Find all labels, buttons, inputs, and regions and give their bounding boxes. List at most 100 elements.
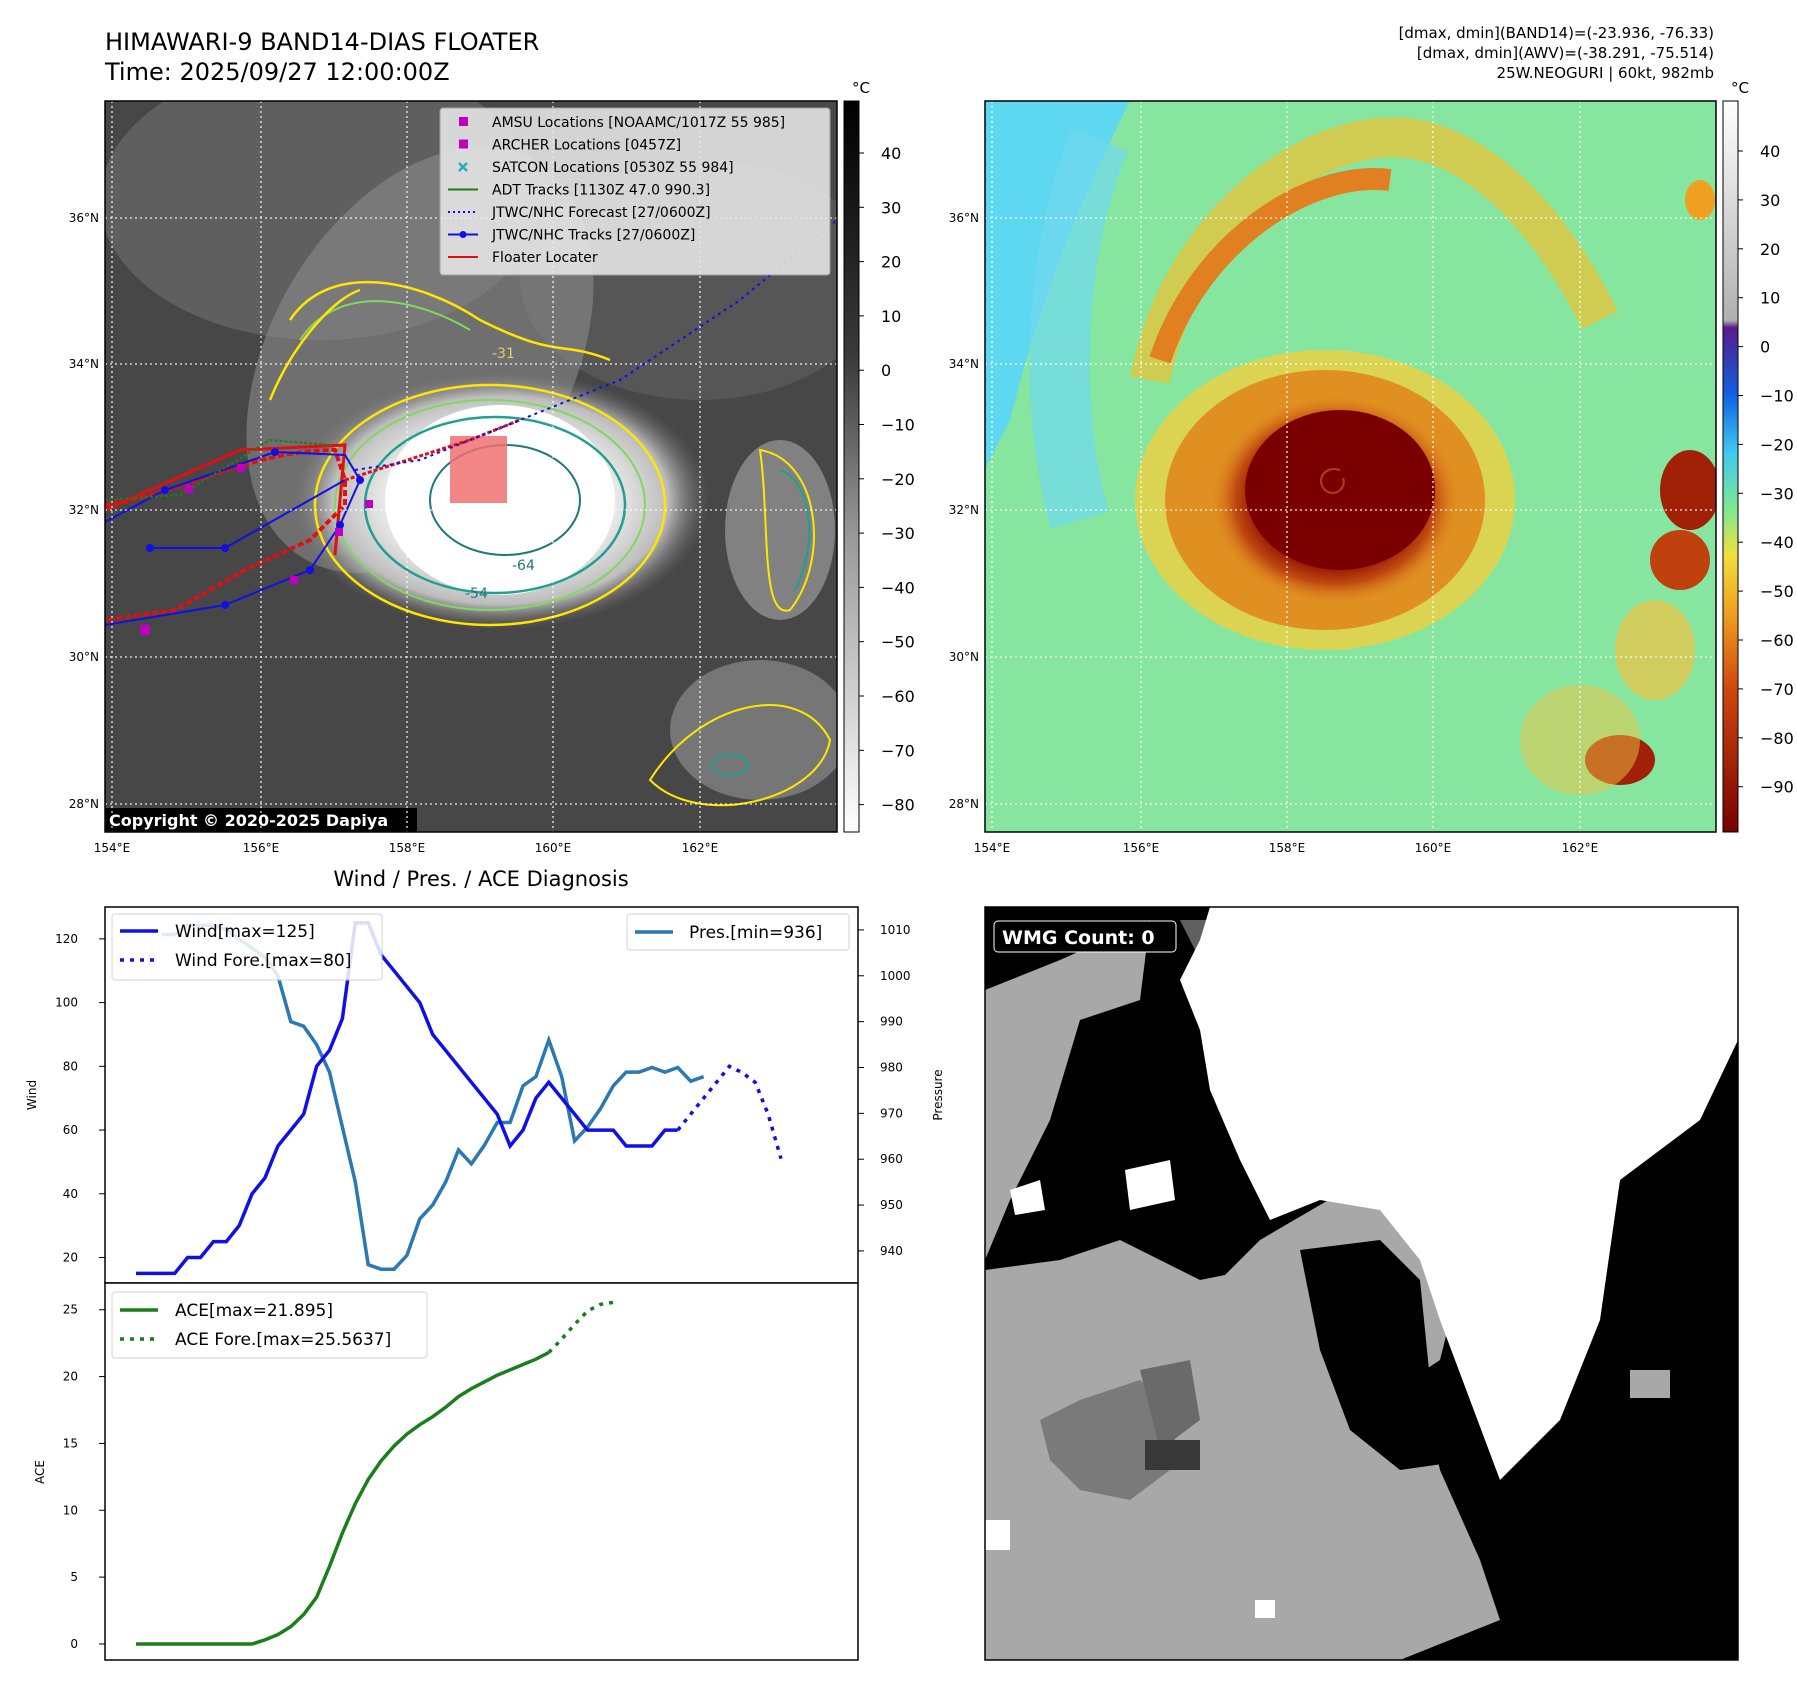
colorbar-tick-label: 10: [1760, 289, 1780, 308]
lat-tick-label: 30°N: [69, 650, 99, 664]
lon-tick-label: 158°E: [1269, 841, 1306, 855]
colorbar-tick-label: −20: [1760, 435, 1794, 454]
lon-tick-label: 162°E: [682, 841, 719, 855]
colorbar-tick-label: −50: [1760, 582, 1794, 601]
legend-marker: [458, 162, 468, 172]
legend-label: ACE Fore.[max=25.5637]: [175, 1330, 391, 1350]
colorbar-tick-label: −40: [1760, 533, 1794, 552]
wind-tick-label: 80: [63, 1059, 78, 1073]
colorbar-tick-label: 0: [1760, 338, 1770, 357]
colorbar-tick-label: −50: [881, 633, 915, 652]
wind-pressure-chart: 20 40 60 80 100 120 940 950 960 970 980 990 1000 1010…: [25, 906, 945, 1284]
color-ir-colorbar: °C 40 30 20 10 0 −10 −20 −30 −40 −50 −60 −70 −80 −90: [1722, 79, 1794, 833]
lon-tick-label: 160°E: [1415, 841, 1452, 855]
colorbar-tick-label: −30: [1760, 484, 1794, 503]
colorbar-tick-label: 30: [1760, 191, 1780, 210]
colorbar-unit: °C: [852, 79, 870, 97]
wind-axis-label: Wind: [25, 1080, 39, 1110]
pressure-axis-label: Pressure: [931, 1069, 945, 1120]
legend-marker: [459, 139, 468, 149]
legend-label: Pres.[min=936]: [689, 923, 822, 943]
legend-item: Floater Locater: [448, 250, 598, 266]
colorbar-tick-label: 40: [1760, 142, 1780, 161]
floater-track: [344, 418, 521, 482]
ace-line: [136, 1350, 550, 1646]
figure-title: HIMAWARI-9 BAND14-DIAS FLOATER: [105, 28, 539, 56]
map-legend: AMSU Locations [NOAAMC/1017Z 55 985] ARCH…: [439, 107, 831, 276]
lon-tick-label: 154°E: [974, 841, 1011, 855]
ace-tick-label: 0: [70, 1637, 78, 1651]
color-ir-map: 154°E 156°E 158°E 160°E 162°E 28°N 30°N 32°N 34°…: [949, 100, 1717, 855]
colorbar-tick-label: −80: [1760, 729, 1794, 748]
legend-label: ARCHER Locations [0457Z]: [492, 138, 681, 154]
copyright-text: Copyright © 2020-2025 Dapiya: [109, 811, 388, 830]
ace-tick-label: 20: [63, 1370, 78, 1384]
wind-legend: Wind[max=125] Wind Fore.[max=80]: [111, 913, 383, 981]
legend-marker: [459, 231, 467, 238]
legend-label: ADT Tracks [1130Z 47.0 990.3]: [492, 183, 710, 199]
legend-item: AMSU Locations [NOAAMC/1017Z 55 985]: [459, 115, 785, 131]
ace-forecast-line: [547, 1300, 614, 1354]
pressure-legend: Pres.[min=936]: [626, 913, 850, 951]
legend-label: Floater Locater: [492, 250, 598, 266]
wmg-count: WMG Count: 0: [1002, 927, 1155, 949]
colorbar-tick-label: 20: [1760, 240, 1780, 259]
lat-tick-label: 36°N: [949, 211, 979, 225]
pressure-tick-label: 980: [880, 1060, 903, 1074]
lat-tick-label: 30°N: [949, 650, 979, 664]
legend-item: ADT Tracks [1130Z 47.0 990.3]: [448, 183, 710, 199]
contour-label: -31: [492, 346, 515, 362]
wind-line: [136, 921, 678, 1276]
legend-label: JTWC/NHC Forecast [27/0600Z]: [491, 205, 711, 221]
colorbar-tick-label: −70: [881, 741, 915, 760]
colorbar-tick-label: −40: [881, 578, 915, 597]
legend-label: Wind Fore.[max=80]: [175, 951, 351, 971]
ace-tick-label: 10: [63, 1503, 78, 1517]
wmg-count-box: [993, 920, 1177, 953]
lat-tick-label: 32°N: [69, 503, 99, 517]
wind-tick-label: 120: [55, 932, 78, 946]
wind-tick-label: 100: [55, 996, 78, 1010]
colorbar-tick-label: −10: [881, 416, 915, 435]
ir-map: -31 -54 -64 Copyright © 2020-2025 Dapiya: [69, 100, 838, 855]
ace-chart: 0 5 10 15 20 25 ACE[max=21.895] ACE Fore.[max=2…: [33, 1282, 859, 1661]
colorbar-tick-label: 20: [881, 253, 901, 272]
ace-axis-label: ACE: [33, 1460, 47, 1484]
legend-marker: [459, 117, 468, 126]
legend-item: ARCHER Locations [0457Z]: [459, 138, 681, 154]
lat-tick-label: 34°N: [949, 357, 979, 371]
figure-time: Time: 2025/09/27 12:00:00Z: [104, 58, 450, 86]
pressure-tick-label: 970: [880, 1106, 903, 1120]
colorbar-tick-label: −80: [881, 796, 915, 815]
colorbar-tick-label: −60: [1760, 631, 1794, 650]
colorbar-tick-label: 10: [881, 307, 901, 326]
contour-label: -54: [465, 586, 488, 602]
colorbar-tick-label: −60: [881, 687, 915, 706]
pressure-tick-label: 960: [880, 1152, 903, 1166]
wmg-panel: WMG Count: 0: [984, 906, 1739, 1661]
legend-item: JTWC/NHC Forecast [27/0600Z]: [448, 205, 711, 221]
lon-tick-label: 162°E: [1562, 841, 1599, 855]
lon-tick-label: 158°E: [389, 841, 426, 855]
contour-label: -64: [512, 558, 535, 574]
legend-label: ACE[max=21.895]: [175, 1301, 333, 1321]
adt-track: [105, 438, 331, 501]
pressure-tick-label: 950: [880, 1198, 903, 1212]
lat-tick-label: 28°N: [949, 797, 979, 811]
colorbar-unit: °C: [1731, 79, 1749, 97]
lon-tick-label: 156°E: [243, 841, 280, 855]
lat-tick-label: 34°N: [69, 357, 99, 371]
lat-tick-label: 36°N: [69, 211, 99, 225]
lon-tick-label: 156°E: [1123, 841, 1160, 855]
floater-track: [105, 443, 347, 556]
lon-tick-label: 154°E: [94, 841, 131, 855]
colorbar-tick-label: −70: [1760, 680, 1794, 699]
wind-tick-label: 40: [63, 1187, 78, 1201]
pressure-tick-label: 990: [880, 1015, 903, 1029]
pressure-tick-label: 1000: [880, 969, 911, 983]
storm-info: 25W.NEOGURI | 60kt, 982mb: [1497, 64, 1714, 82]
wind-tick-label: 20: [63, 1251, 78, 1265]
legend-item: JTWC/NHC Tracks [27/0600Z]: [448, 228, 695, 244]
colorbar-tick-label: 40: [881, 144, 901, 163]
